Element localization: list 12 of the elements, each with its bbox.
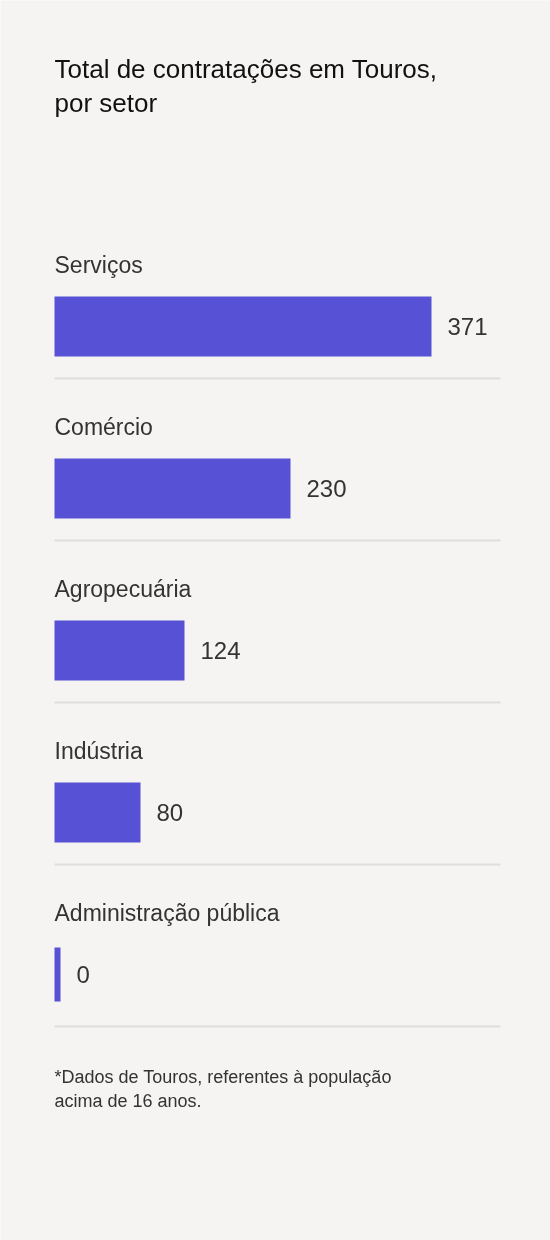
- chart-title: Total de contratações em Touros, por setor: [54, 53, 438, 118]
- y-tick-label: Indústria: [54, 737, 143, 764]
- y-tick-label: Administração pública: [54, 899, 280, 926]
- data-label: 0: [76, 961, 90, 988]
- data-label: 124: [200, 637, 241, 664]
- y-tick-label: Serviços: [54, 251, 143, 278]
- data-label: 230: [306, 475, 347, 502]
- data-label: 80: [156, 799, 184, 826]
- y-tick-label: Comércio: [54, 413, 153, 440]
- y-tick-label: Agropecuária: [54, 575, 192, 602]
- data-label: 371: [447, 313, 488, 340]
- text: *Dados de Touros, referentes à população acima de 16 anos.: [54, 1066, 392, 1111]
